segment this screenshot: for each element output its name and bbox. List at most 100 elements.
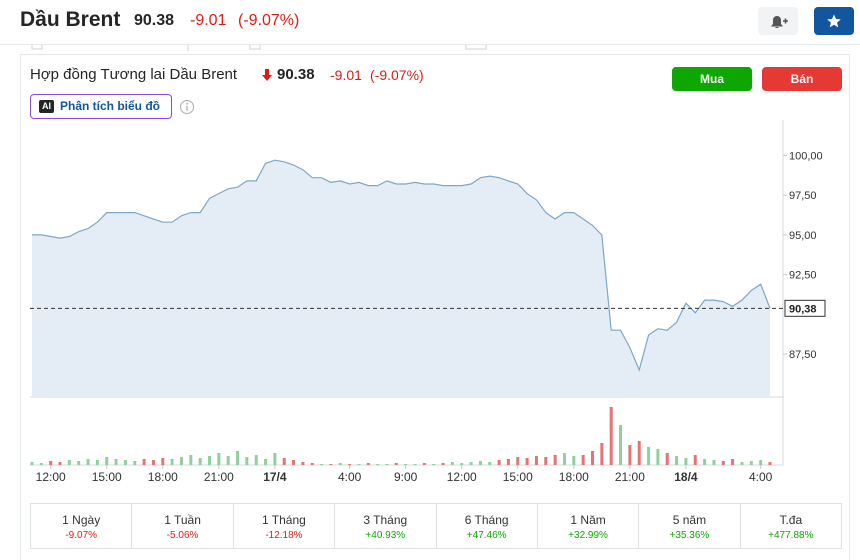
volume-bar [637,441,641,465]
period-table: 1 Ngày -9.07% 1 Tuần -5.06% 1 Tháng -12.18% 3 … [30,503,842,549]
volume-bar [460,463,464,465]
alert-button[interactable] [758,7,798,35]
volume-bar [394,463,398,465]
volume-bar [647,447,651,465]
volume-bar [273,453,277,465]
x-tick-label: 17/4 [263,470,287,484]
header-price: 90.38 [134,12,175,29]
period-change: +32.99% [568,530,608,541]
price-area [32,160,770,397]
x-tick-label: 15:00 [92,470,122,484]
volume-bar [320,464,324,465]
volume-bar [712,460,716,465]
period-cell[interactable]: 6 Tháng +47.46% [435,504,537,548]
period-change: +40.93% [365,530,406,541]
volume-bar [609,407,613,465]
volume-bar [114,459,118,465]
period-change: +477.88% [768,530,814,541]
period-cell[interactable]: 1 Tuần -5.06% [131,504,232,548]
volume-bar [292,460,296,465]
divider [0,44,860,45]
volume-bar [721,461,725,465]
volume-bar [450,462,454,465]
volume-bar [404,464,408,465]
x-tick-label: 12:00 [447,470,477,484]
chart-card [20,54,850,560]
x-tick-label: 9:00 [394,470,418,484]
y-tick-label: 87,50 [789,349,817,361]
volume-bar [217,453,221,465]
volume-bar [329,464,333,465]
x-tick-label: 15:00 [503,470,533,484]
volume-bar [151,460,155,465]
volume-bar [58,462,62,465]
sell-button[interactable]: Bán [762,67,842,91]
volume-bar [67,460,71,465]
period-change: -9.07% [65,530,98,541]
instrument-price: 90.38 [277,66,315,83]
volume-bar [245,457,249,465]
toolbar-stub [31,45,487,51]
y-tick-label: 100,00 [789,150,823,162]
volume-bar [656,449,660,465]
volume-bar [86,459,90,465]
period-cell[interactable]: T.đa +477.88% [739,504,841,548]
volume-bar [572,456,576,465]
volume-bar [338,463,342,465]
volume-bar [161,458,165,465]
info-icon [180,100,194,114]
x-tick-label: 18:00 [148,470,178,484]
volume-bar [133,461,137,465]
period-cell[interactable]: 5 năm +35.36% [638,504,739,548]
x-tick-label: 18:00 [559,470,589,484]
volume-bar [95,460,99,465]
watchlist-button[interactable] [814,7,854,35]
y-tick-label: 92,50 [789,270,817,282]
volume-bar [628,445,632,465]
period-cell[interactable]: 1 Ngày -9.07% [31,504,131,548]
period-label: 1 Năm [570,513,606,527]
chart: Investing.com87,5092,5095,0097,50100,009… [30,120,826,484]
volume-bar [731,459,735,465]
buy-button[interactable]: Mua [672,67,752,91]
instrument-change-pct: (-9.07%) [370,67,424,83]
star-icon [827,14,841,28]
x-tick-label: 12:00 [36,470,66,484]
period-change: +35.36% [669,530,710,541]
bell-icon [771,16,788,28]
volume-bar [768,462,772,465]
y-tick-label: 97,50 [789,190,817,202]
volume-bar [441,463,445,465]
period-cell[interactable]: 1 Tháng -12.18% [232,504,334,548]
x-tick-label: 21:00 [204,470,234,484]
volume-bar [301,462,305,465]
volume-bar [562,453,566,465]
volume-bar [534,456,538,465]
period-label: 5 năm [672,513,707,527]
volume-bar [123,460,127,465]
volume-bar [30,462,34,465]
period-label: 1 Tuần [164,513,201,527]
volume-bar [759,460,763,465]
volume-bar [376,464,380,465]
volume-bar [39,463,43,465]
volume-bar [189,455,193,465]
volume-bar [49,461,53,465]
analysis-label: Phân tích biểu đồ [60,99,161,113]
page-title: Dầu Brent [20,8,121,31]
period-label: 3 Tháng [363,513,408,527]
volume-bar [432,464,436,465]
x-tick-label: 18/4 [674,470,698,484]
period-cell[interactable]: 3 Tháng +40.93% [334,504,435,548]
volume-bar [198,458,202,465]
y-tick-label: 95,00 [789,230,817,242]
volume-bar [665,453,669,465]
ai-tag: AI [39,100,54,114]
volume-bar [310,463,314,465]
period-cell[interactable]: 1 Năm +32.99% [536,504,638,548]
volume-bar [357,464,361,465]
x-tick-label: 4:00 [338,470,362,484]
analysis-button[interactable]: AI Phân tích biểu đồ [30,94,172,119]
period-label: 1 Ngày [62,513,101,527]
volume-bar [619,425,623,465]
